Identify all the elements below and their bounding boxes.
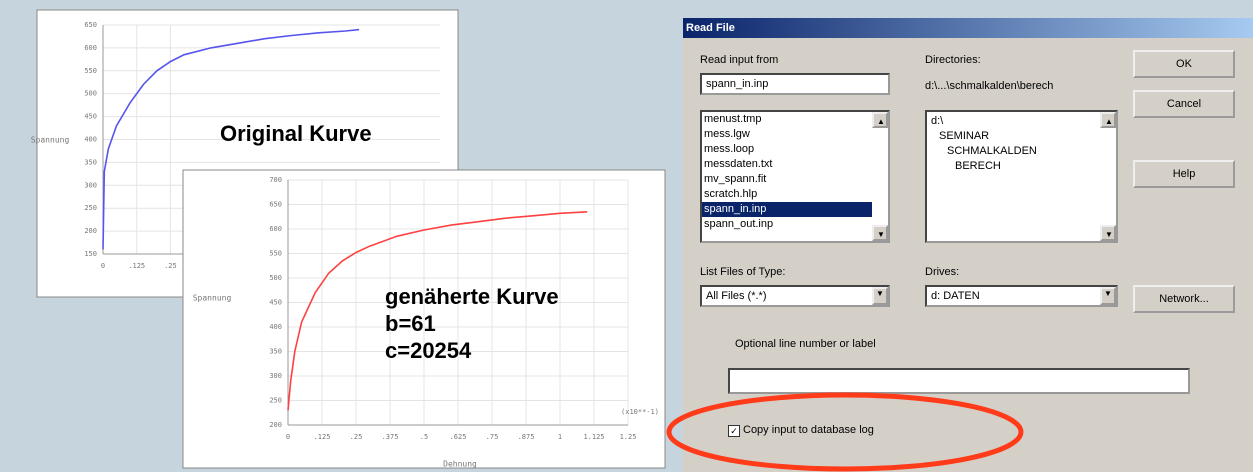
select-value: All Files (*.*) xyxy=(706,290,767,302)
y-tick-label: 300 xyxy=(269,372,282,380)
y-tick-label: 500 xyxy=(84,90,97,98)
select-value: d: DATEN xyxy=(931,290,980,302)
read-input-field[interactable]: spann_in.inp xyxy=(700,73,890,95)
cancel-button[interactable]: Cancel xyxy=(1133,90,1235,118)
page: 150 200 250 300 350 400 450 500 550 600 650 0 .125 .2… xyxy=(0,0,1253,472)
x-tick-label: .625 xyxy=(450,433,467,441)
annotation: b=61 xyxy=(385,311,436,336)
y-tick-label: 200 xyxy=(84,227,97,235)
drives-select[interactable]: d: DATEN▼ xyxy=(925,285,1118,307)
x-tick-label: .375 xyxy=(382,433,399,441)
help-button[interactable]: Help xyxy=(1133,160,1235,188)
x-tick-label: 1 xyxy=(558,433,562,441)
folder-item[interactable]: SEMINAR xyxy=(927,129,1100,144)
y-tick-label: 250 xyxy=(269,397,282,405)
file-item[interactable]: menust.tmp xyxy=(702,112,872,127)
y-tick-label: 600 xyxy=(84,44,97,52)
y-tick-label: 600 xyxy=(269,225,282,233)
y-tick-label: 400 xyxy=(84,136,97,144)
annotation: c=20254 xyxy=(385,338,472,363)
label: Optional line number or label xyxy=(735,338,876,350)
ok-button[interactable]: OK xyxy=(1133,50,1235,78)
file-item[interactable]: spann_out.inp xyxy=(702,217,872,232)
y-tick-label: 250 xyxy=(84,204,97,212)
annotation: Original Kurve xyxy=(220,121,372,146)
directory-path: d:\...\schmalkalden\berech xyxy=(925,80,1053,92)
x-tick-label: .75 xyxy=(486,433,499,441)
x-tick-label: .125 xyxy=(314,433,331,441)
charts: 150 200 250 300 350 400 450 500 550 600 650 0 .125 .2… xyxy=(0,0,680,472)
file-type-select[interactable]: All Files (*.*)▼ xyxy=(700,285,890,307)
read-file-dialog: Read File Read input from spann_in.inp ▲… xyxy=(683,18,1253,472)
file-item[interactable]: messdaten.txt xyxy=(702,157,872,172)
x-scale-label: (x10**-1) xyxy=(621,408,659,416)
x-tick-label: 0 xyxy=(286,433,290,441)
y-tick-label: 200 xyxy=(269,421,282,429)
label: Drives: xyxy=(925,266,959,278)
y-tick-label: 350 xyxy=(84,158,97,166)
file-item[interactable]: mv_spann.fit xyxy=(702,172,872,187)
y-tick-label: 650 xyxy=(269,201,282,209)
x-tick-label: .25 xyxy=(350,433,363,441)
file-item[interactable]: spann_in.inp xyxy=(702,202,872,217)
x-tick-label: .125 xyxy=(128,262,145,270)
y-tick-label: 150 xyxy=(84,250,97,258)
x-tick-label: .875 xyxy=(518,433,535,441)
folder-item[interactable]: SCHMALKALDEN xyxy=(927,144,1100,159)
x-axis-label: Dehnung xyxy=(443,460,477,469)
y-tick-label: 550 xyxy=(269,250,282,258)
annotation: genäherte Kurve xyxy=(385,284,559,309)
x-tick-label: .5 xyxy=(420,433,428,441)
label: Directories: xyxy=(925,54,981,66)
label: List Files of Type: xyxy=(700,266,785,278)
x-tick-label: 1.125 xyxy=(583,433,604,441)
x-tick-label: 0 xyxy=(101,262,105,270)
x-tick-label: 1.25 xyxy=(620,433,637,441)
y-tick-label: 450 xyxy=(84,113,97,121)
y-tick-label: 650 xyxy=(84,21,97,29)
file-item[interactable]: scratch.hlp xyxy=(702,187,872,202)
network-button[interactable]: Network... xyxy=(1133,285,1235,313)
y-tick-label: 500 xyxy=(269,274,282,282)
file-item[interactable]: mess.loop xyxy=(702,142,872,157)
label: Read input from xyxy=(700,54,778,66)
file-item[interactable]: mess.lgw xyxy=(702,127,872,142)
optional-input[interactable] xyxy=(728,368,1190,394)
y-axis-label: Spannung xyxy=(31,136,70,145)
y-tick-label: 400 xyxy=(269,323,282,331)
checkbox[interactable]: ✓ xyxy=(728,425,740,437)
y-tick-label: 550 xyxy=(84,67,97,75)
checkbox-label: Copy input to database log xyxy=(743,424,874,436)
y-tick-label: 700 xyxy=(269,176,282,184)
y-tick-label: 350 xyxy=(269,348,282,356)
dialog-title: Read File xyxy=(683,18,1253,38)
folder-item[interactable]: d:\ xyxy=(927,114,1100,129)
x-tick-label: .25 xyxy=(164,262,177,270)
y-tick-label: 450 xyxy=(269,299,282,307)
y-axis-label: Spannung xyxy=(193,294,232,303)
y-tick-label: 300 xyxy=(84,181,97,189)
folder-item[interactable]: BERECH xyxy=(927,159,1100,174)
